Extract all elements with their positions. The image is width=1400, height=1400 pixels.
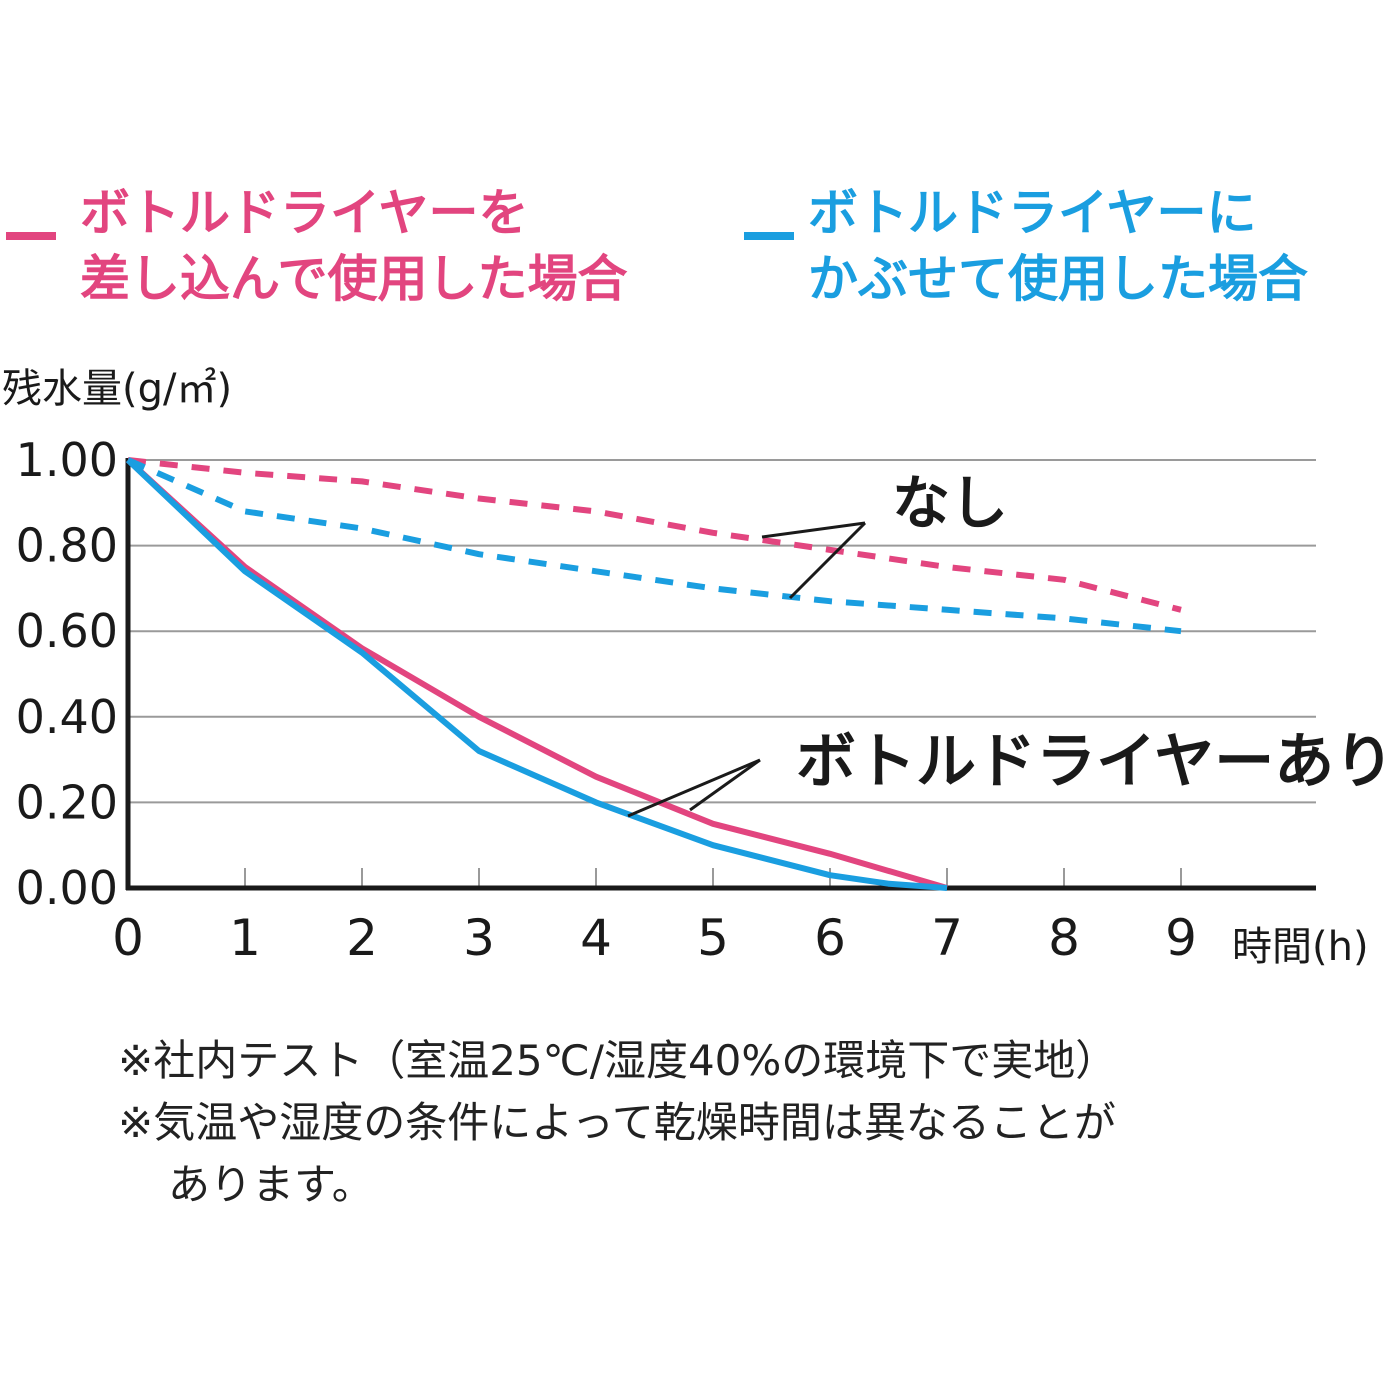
y-tick-label: 0.80: [16, 519, 118, 573]
annotation-label: ボトルドライヤーあり: [796, 727, 1394, 797]
x-tick-label: 8: [1048, 909, 1080, 967]
x-tick-label: 3: [463, 909, 495, 967]
legend-label-line: 差し込んで使用した場合: [80, 250, 628, 308]
annotation-leader: [788, 521, 867, 600]
x-tick-label: 6: [814, 909, 846, 967]
footnotes: ※社内テスト（室温25℃/湿度40%の環境下で実地） ※気温や湿度の条件によって…: [118, 1030, 1117, 1216]
legend-item-cover: ボトルドライヤーに かぶせて使用した場合: [808, 180, 1308, 312]
x-tick-label: 1: [229, 909, 261, 967]
legend-label-line: かぶせて使用した場合: [808, 250, 1308, 308]
y-tick-label: 0.00: [16, 861, 118, 915]
legend-label-line: ボトルドライヤーに: [808, 184, 1257, 242]
x-tick-label: 0: [112, 909, 144, 967]
y-tick-label: 0.60: [16, 604, 118, 658]
x-tick-label: 9: [1165, 909, 1197, 967]
y-axis-label: 残水量(g/㎡): [2, 366, 232, 412]
dashed-series-line: [127, 457, 1182, 613]
y-tick-label: 1.00: [16, 433, 118, 487]
footnote-line: ※社内テスト（室温25℃/湿度40%の環境下で実地）: [118, 1036, 1118, 1085]
x-tick-label: 4: [580, 909, 612, 967]
x-axis-label: 時間(h): [1232, 924, 1369, 970]
x-tick-label: 7: [931, 909, 963, 967]
axes: 1.00 0.80 0.60 0.40 0.20 0.000 1 2 3 4 5 6 7 8 9: [16, 433, 1316, 967]
legend-item-insert: ボトルドライヤーを 差し込んで使用した場合: [80, 180, 628, 312]
annotation-leader: [627, 758, 761, 818]
y-tick-label: 0.20: [16, 775, 118, 829]
annotation-label: なし: [892, 469, 1008, 537]
annotation-leader: [761, 521, 866, 539]
x-tick-label: 5: [697, 909, 729, 967]
footnote-line: あります。: [168, 1160, 374, 1209]
annotation-leader: [689, 758, 761, 812]
solid-series-line: [125, 457, 948, 891]
x-tick-label: 2: [346, 909, 378, 967]
legend-swatch-insert: [6, 232, 56, 240]
footnote-line: ※気温や湿度の条件によって乾燥時間は異なることが: [118, 1098, 1116, 1147]
legend-label-line: ボトルドライヤーを: [80, 184, 529, 242]
series: [125, 457, 1182, 891]
solid-series-line: [125, 457, 948, 891]
y-tick-label: 0.40: [16, 690, 118, 744]
line-chart: 残水量(g/㎡) 時間(h) 1.00 0.80 0.60 0.40 0.20 0.000…: [2, 366, 1394, 970]
legend-swatch-cover: [744, 232, 794, 240]
